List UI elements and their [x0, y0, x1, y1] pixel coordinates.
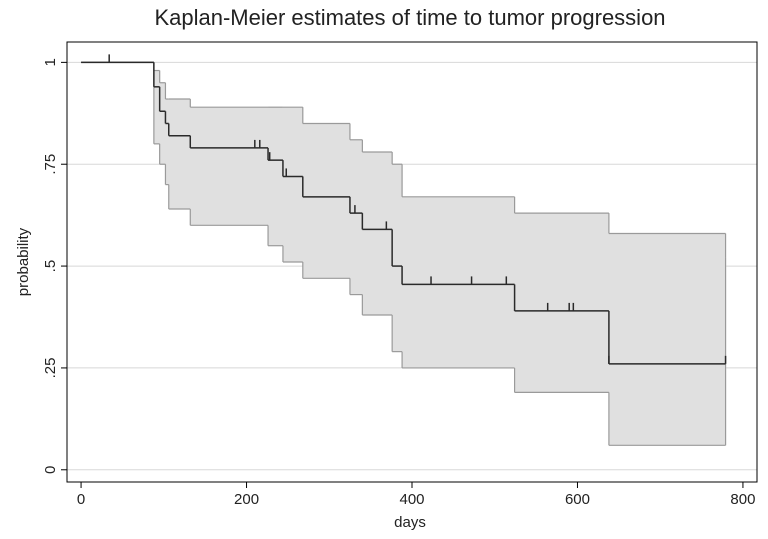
confidence-band	[168, 99, 191, 210]
y-tick-label: .75	[42, 154, 59, 175]
x-tick-label: 0	[77, 491, 85, 508]
confidence-band	[349, 139, 363, 295]
confidence-band	[514, 213, 610, 393]
y-axis-label: probability	[15, 227, 32, 296]
confidence-band	[282, 107, 304, 263]
confidence-band	[159, 82, 166, 165]
y-tick-label: 0	[42, 466, 59, 474]
y-tick-label: .25	[42, 357, 59, 378]
chart-title: Kaplan-Meier estimates of time to tumor …	[154, 5, 665, 30]
confidence-band	[392, 164, 403, 352]
confidence-band	[302, 123, 351, 279]
confidence-band	[608, 233, 727, 446]
x-tick-label: 200	[234, 491, 259, 508]
confidence-band	[153, 70, 161, 144]
confidence-band	[362, 152, 393, 315]
y-tick-label: 1	[42, 58, 59, 66]
x-tick-label: 600	[565, 491, 590, 508]
y-tick-label: .5	[42, 260, 59, 273]
x-axis-label: days	[394, 514, 426, 531]
x-tick-label: 800	[730, 491, 755, 508]
plot-frame	[66, 41, 758, 483]
confidence-band	[190, 107, 269, 226]
confidence-band	[165, 99, 170, 185]
x-tick-label: 400	[399, 491, 424, 508]
confidence-band	[268, 107, 284, 246]
confidence-band	[402, 196, 516, 368]
